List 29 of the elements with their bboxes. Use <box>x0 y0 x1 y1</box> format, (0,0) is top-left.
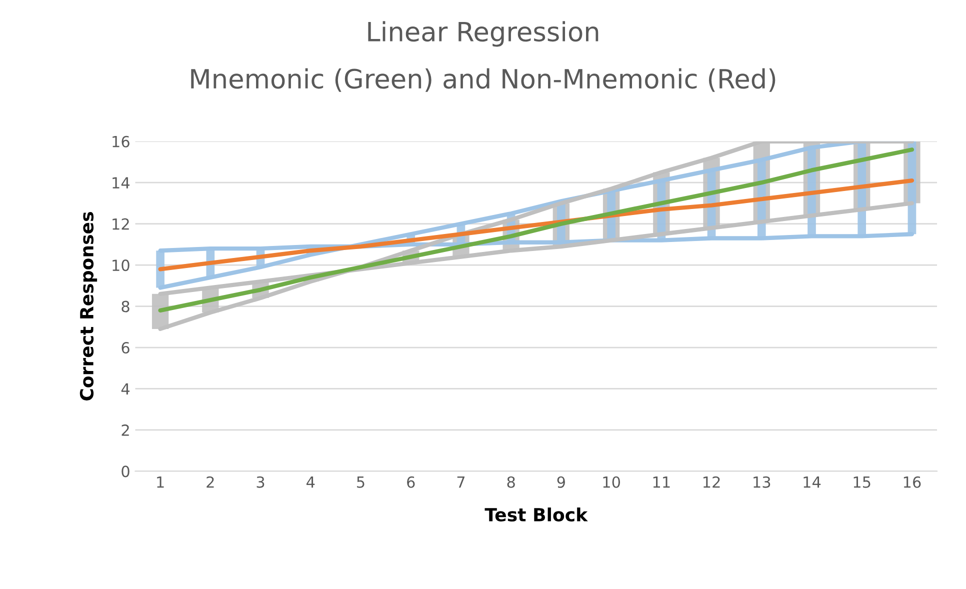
y-tick-label: 2 <box>122 424 129 436</box>
y-tick-label: 8 <box>122 300 130 312</box>
x-tick-label: 8 <box>507 476 515 488</box>
x-tick-label: 6 <box>407 476 415 488</box>
x-tick-label: 9 <box>557 476 565 488</box>
x-tick-label: 14 <box>804 476 821 488</box>
chart-subtitle: Mnemonic (Green) and Non-Mnemonic (Red) <box>191 68 776 92</box>
x-tick-label: 12 <box>703 476 720 488</box>
x-tick-label: 1 <box>157 476 164 488</box>
y-tick-label: 16 <box>112 136 130 148</box>
x-tick-label: 16 <box>904 476 921 488</box>
x-tick-label: 11 <box>653 476 670 488</box>
y-tick-label: 6 <box>122 342 130 354</box>
x-axis-title: Test Block <box>484 508 588 522</box>
x-tick-label: 4 <box>306 476 315 488</box>
x-tick-label: 15 <box>854 476 870 488</box>
y-tick-label: 14 <box>112 177 130 188</box>
x-tick-label: 7 <box>457 476 465 488</box>
y-tick-label: 10 <box>112 260 130 272</box>
y-tick-label: 4 <box>121 383 130 395</box>
x-tick-label: 5 <box>357 476 364 488</box>
x-tick-label: 3 <box>256 476 264 488</box>
y-tick-label: 12 <box>112 218 129 230</box>
x-tick-label: 13 <box>754 476 770 488</box>
chart-title: Linear Regression <box>368 21 598 47</box>
y-axis-title: Correct Responses <box>80 212 98 400</box>
x-tick-label: 10 <box>603 476 620 488</box>
y-tick-label: 0 <box>122 466 130 478</box>
x-tick-label: 2 <box>206 476 214 488</box>
